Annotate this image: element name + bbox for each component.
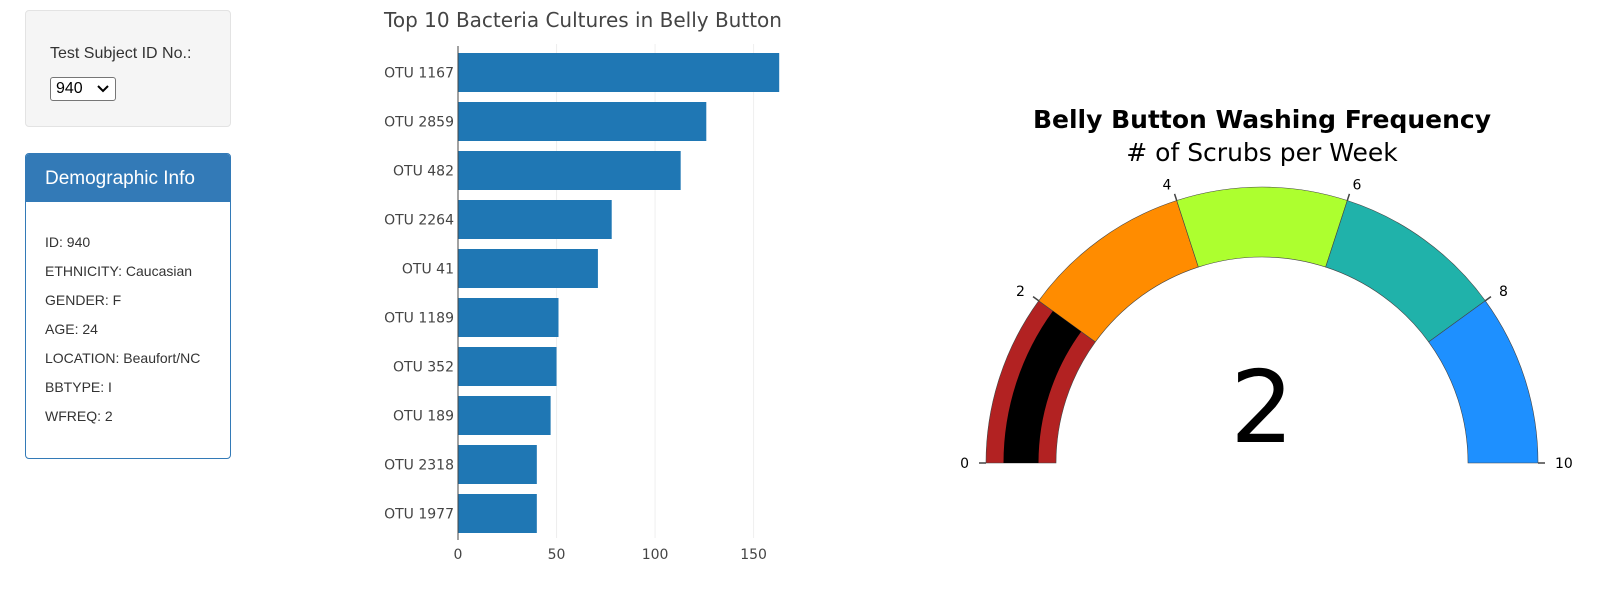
demographic-row-location: LOCATION: Beaufort/NC xyxy=(45,350,201,366)
gauge-tick-label: 4 xyxy=(1163,177,1172,193)
bar-chart-tick-labels: 0 50 100 150 xyxy=(454,547,767,563)
chevron-down-icon xyxy=(97,85,109,93)
gauge-tick-label: 6 xyxy=(1353,177,1362,193)
gauge-value-bar xyxy=(1003,311,1082,463)
bar-chart-bar xyxy=(458,53,780,92)
bar-chart-category-label: OTU 1189 xyxy=(384,311,454,327)
bar-chart-category-label: OTU 2264 xyxy=(384,213,454,229)
subject-selector-label: Test Subject ID No.: xyxy=(50,45,192,62)
demographic-row-id: ID: 940 xyxy=(45,234,91,250)
bar-chart-x-tick-label: 150 xyxy=(740,547,767,563)
gauge-title: Belly Button Washing Frequency xyxy=(1033,105,1491,134)
gauge-tick-label: 10 xyxy=(1555,456,1573,472)
bar-chart-category-label: OTU 189 xyxy=(393,409,454,425)
bar-chart-category-label: OTU 1977 xyxy=(384,507,454,523)
gauge-tick-label: 2 xyxy=(1016,284,1025,300)
bar-chart-bar xyxy=(458,200,612,239)
bar-chart-category-label: OTU 352 xyxy=(393,360,454,376)
bar-chart-bar xyxy=(458,102,707,141)
gauge-step-band xyxy=(1176,186,1348,268)
gauge-tick-label: 8 xyxy=(1499,284,1508,300)
demographic-row-bbtype: BBTYPE: I xyxy=(45,379,112,395)
bar-chart-x-tick-label: 0 xyxy=(454,547,463,563)
subject-id-selected-value: 940 xyxy=(56,80,83,97)
bar-chart-category-labels: OTU 1167 OTU 2859 OTU 482 OTU 2264 OTU 41 OTU… xyxy=(384,66,454,523)
gauge-value-bar-arc xyxy=(1003,311,1082,463)
subject-id-dropdown[interactable]: 940 xyxy=(50,77,116,101)
gauge-value-number: 2 xyxy=(1230,349,1294,466)
demographic-info-body: ID: 940 ETHNICITY: Caucasian GENDER: F A… xyxy=(26,202,230,437)
bar-chart-category-label: OTU 482 xyxy=(393,164,454,180)
demographic-row-ethnicity: ETHNICITY: Caucasian xyxy=(45,263,193,279)
bar-chart-bar xyxy=(458,347,557,386)
bar-chart-bars xyxy=(458,53,780,533)
demographic-info-panel: Demographic Info ID: 940 ETHNICITY: Cauc… xyxy=(25,153,231,459)
bar-chart-x-tick-label: 100 xyxy=(642,547,669,563)
gauge-tick-mark xyxy=(1484,296,1492,302)
subject-selector-panel: Test Subject ID No.: 940 xyxy=(25,10,231,127)
gauge-subtitle: # of Scrubs per Week xyxy=(1126,138,1398,167)
gauge-tick-mark xyxy=(1032,296,1040,302)
bar-chart-bar xyxy=(458,249,598,288)
gauge-tick-mark xyxy=(1173,193,1178,201)
bar-chart-bar xyxy=(458,298,559,337)
bar-chart: Top 10 Bacteria Cultures in Belly Button… xyxy=(383,8,782,563)
gauge-tick-label: 0 xyxy=(960,456,969,472)
demographic-info-title: Demographic Info xyxy=(26,154,230,202)
demographic-row-age: AGE: 24 xyxy=(45,321,98,337)
demographic-row-gender: GENDER: F xyxy=(45,292,122,308)
bar-chart-category-label: OTU 1167 xyxy=(384,66,454,82)
gauge-ticks: 0 2 4 6 8 10 xyxy=(960,177,1573,472)
bar-chart-title: Top 10 Bacteria Cultures in Belly Button xyxy=(383,8,782,32)
bar-chart-bar xyxy=(458,396,551,435)
bar-chart-bar xyxy=(458,151,681,190)
bar-chart-category-label: OTU 2859 xyxy=(384,115,454,131)
bar-chart-category-label: OTU 2318 xyxy=(384,458,454,474)
bar-chart-category-label: OTU 41 xyxy=(402,262,454,278)
bar-chart-x-tick-label: 50 xyxy=(548,547,566,563)
bar-chart-bar xyxy=(458,494,537,533)
gauge-tick-mark xyxy=(1346,193,1351,201)
bar-chart-bar xyxy=(458,445,537,484)
demographic-row-wfreq: WFREQ: 2 xyxy=(45,408,113,424)
